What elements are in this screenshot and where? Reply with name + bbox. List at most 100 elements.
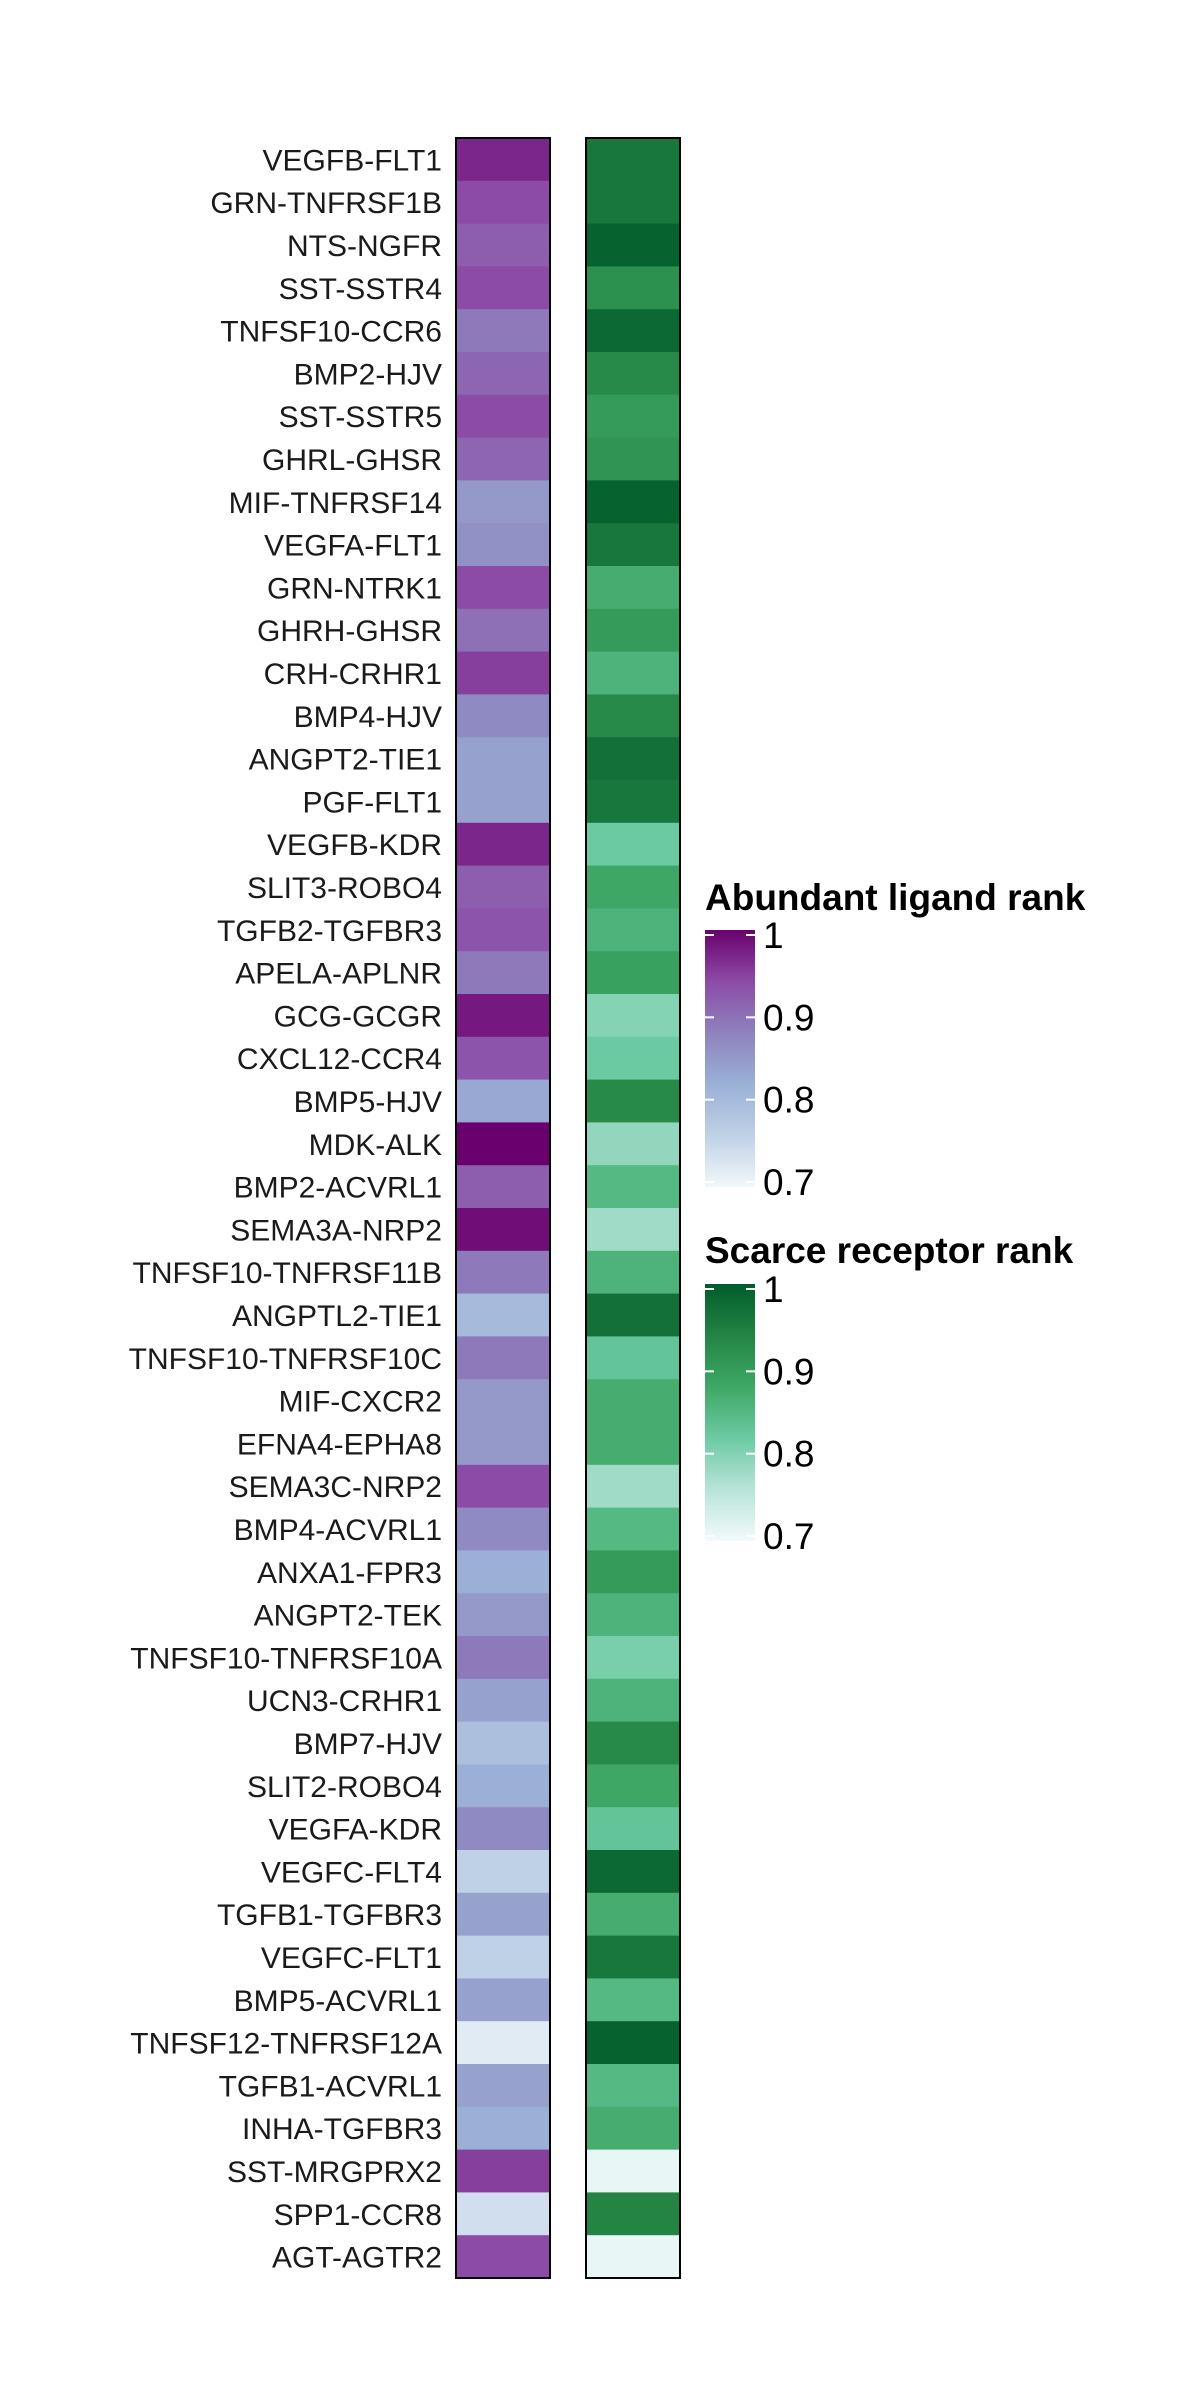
heatmap-cell	[586, 437, 680, 481]
row-label: ANGPT2-TIE1	[249, 744, 442, 777]
heatmap-cell	[586, 1250, 680, 1295]
heatmap-cell	[586, 352, 680, 396]
row-label: MIF-TNFRSF14	[229, 487, 442, 520]
row-label: AGT-AGTR2	[272, 2242, 442, 2275]
heatmap-cell	[456, 523, 550, 567]
row-label: GHRH-GHSR	[257, 615, 442, 648]
heatmap-cell	[586, 566, 680, 610]
heatmap-cell	[586, 523, 680, 567]
legend-tick-label: 0.7	[763, 1162, 814, 1203]
heatmap-cell	[586, 737, 680, 781]
row-label: GRN-NTRK1	[267, 572, 442, 605]
heatmap-cell	[456, 2192, 550, 2236]
heatmap-cell	[586, 865, 680, 909]
heatmap-cell	[456, 2235, 550, 2279]
row-label: VEGFC-FLT4	[261, 1856, 442, 1889]
ligand-column-frame	[455, 137, 551, 2279]
heatmap-cell	[456, 1507, 550, 1551]
row-label: BMP5-HJV	[294, 1086, 442, 1119]
heatmap-cell	[586, 394, 680, 439]
heatmap-cell	[456, 865, 550, 909]
heatmap-cell	[456, 951, 550, 995]
row-label: ANGPT2-TEK	[254, 1600, 442, 1633]
heatmap-cell	[456, 1850, 550, 1894]
heatmap-cell	[586, 1293, 680, 1337]
legend-tick-label: 1	[763, 915, 784, 956]
row-label: TGFB2-TGFBR3	[217, 915, 442, 948]
heatmap-cell	[456, 1422, 550, 1466]
heatmap-cell	[456, 822, 550, 867]
heatmap-cell	[586, 2064, 680, 2108]
row-label: PGF-FLT1	[303, 786, 442, 819]
heatmap-cell	[456, 651, 550, 695]
heatmap-cell	[456, 737, 550, 781]
legend-tick-label: 0.9	[763, 1351, 814, 1392]
heatmap-cell	[586, 480, 680, 524]
heatmap-cell	[456, 1336, 550, 1380]
heatmap-cell	[456, 1721, 550, 1765]
heatmap-cell	[456, 1764, 550, 1808]
heatmap-cell	[586, 266, 680, 310]
row-label: VEGFC-FLT1	[261, 1942, 442, 1975]
heatmap-cell	[586, 1807, 680, 1851]
heatmap-cell	[456, 1122, 550, 1166]
heatmap-cell	[456, 1293, 550, 1337]
heatmap-cell	[456, 352, 550, 396]
heatmap-cell	[456, 394, 550, 439]
row-labels: VEGFB-FLT1 GRN-TNFRSF1B NTS-NGFR SST-SSTR4 T…	[129, 144, 442, 2274]
row-label: VEGFB-FLT1	[263, 144, 442, 177]
heatmap-cell	[586, 780, 680, 824]
heatmap-cell	[586, 223, 680, 267]
row-label: VEGFA-KDR	[269, 1814, 442, 1847]
heatmap-cell	[456, 223, 550, 267]
row-label: TGFB1-ACVRL1	[219, 2070, 442, 2103]
heatmap-cell	[586, 1165, 680, 1209]
heatmap-cell	[586, 1036, 680, 1081]
heatmap-cell	[456, 1978, 550, 2022]
row-label: INHA-TGFBR3	[242, 2113, 442, 2146]
heatmap-cell	[586, 1850, 680, 1894]
row-label: BMP2-HJV	[294, 358, 442, 391]
row-label: TNFSF10-CCR6	[220, 316, 442, 349]
heatmap-cell	[456, 266, 550, 310]
heatmap-cell	[456, 1935, 550, 1979]
row-label: BMP2-ACVRL1	[234, 1172, 442, 1205]
ligand-rank-column	[456, 138, 550, 2279]
legend-colorbar	[705, 1284, 755, 1541]
heatmap-cell	[456, 908, 550, 952]
heatmap-cell	[456, 437, 550, 481]
heatmap-cell	[456, 1079, 550, 1123]
heatmap-cell	[456, 1036, 550, 1081]
heatmap-cell	[456, 309, 550, 353]
heatmap-cell	[586, 1079, 680, 1123]
legend-tick-label: 0.8	[763, 1080, 814, 1121]
heatmap-cell	[586, 1379, 680, 1423]
heatmap-cell	[456, 2149, 550, 2193]
heatmap-cell	[586, 2106, 680, 2151]
legend-tick-label: 0.8	[763, 1434, 814, 1475]
receptor-column-frame	[585, 137, 681, 2279]
heatmap-cell	[586, 908, 680, 952]
row-label: TGFB1-TGFBR3	[217, 1899, 442, 1932]
heatmap-cell	[586, 1636, 680, 1680]
row-label: APELA-APLNR	[235, 958, 442, 991]
legend-tick-label: 1	[763, 1269, 784, 1310]
heatmap-cell	[586, 309, 680, 353]
legend-title: Abundant ligand rank	[705, 877, 1086, 918]
legend-tick-label: 0.7	[763, 1516, 814, 1557]
legend-tick-label: 0.9	[763, 997, 814, 1038]
heatmap-cell	[586, 651, 680, 695]
heatmap-cell	[456, 2064, 550, 2108]
row-label: SLIT2-ROBO4	[247, 1771, 442, 1804]
heatmap-cell	[586, 2149, 680, 2193]
heatmap-cell	[586, 2021, 680, 2065]
heatmap-cell	[586, 1422, 680, 1466]
heatmap-cell	[456, 1550, 550, 1594]
row-label: VEGFA-FLT1	[264, 530, 442, 563]
heatmap-cell	[586, 1978, 680, 2022]
heatmap-cell	[586, 138, 680, 182]
row-label: MDK-ALK	[309, 1129, 442, 1162]
heatmap-cell	[586, 1464, 680, 1509]
